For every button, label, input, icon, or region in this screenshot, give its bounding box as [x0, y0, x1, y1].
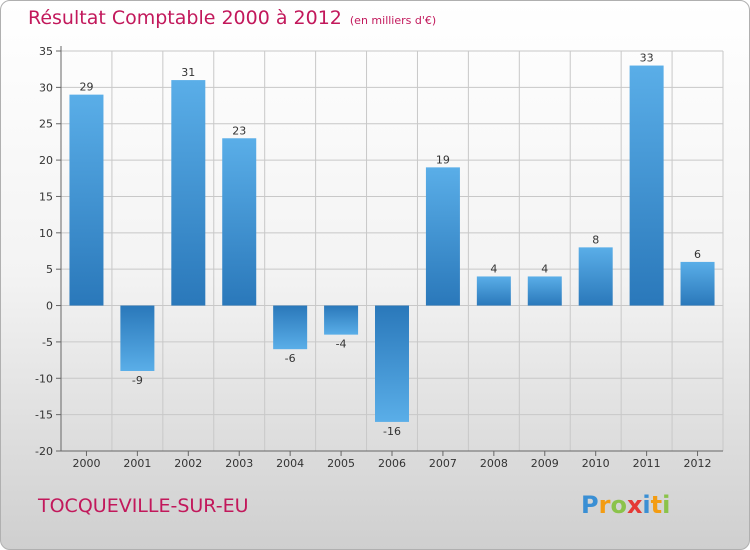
x-tick-label: 2010	[582, 457, 610, 470]
bar-2008[interactable]	[476, 276, 511, 306]
data-label-2008: 4	[490, 262, 497, 275]
data-label-2004: -6	[285, 352, 296, 365]
x-tick-label: 2006	[378, 457, 406, 470]
y-tick-label: 5	[46, 263, 53, 276]
x-tick-label: 2002	[174, 457, 202, 470]
logo-letter: o	[610, 491, 627, 519]
x-tick-label: 2009	[531, 457, 559, 470]
logo-letter: t	[650, 491, 663, 519]
y-tick-label: -5	[42, 336, 53, 349]
data-label-2002: 31	[181, 66, 195, 79]
logo-letter: i	[642, 491, 651, 519]
bar-2004[interactable]	[273, 305, 308, 350]
x-tick-label: 2004	[276, 457, 304, 470]
bar-2000[interactable]	[69, 94, 104, 306]
bar-2007[interactable]	[425, 167, 460, 306]
city-name: TOCQUEVILLE-SUR-EU	[38, 495, 249, 517]
chart-title-text: Résultat Comptable 2000 à 2012	[28, 7, 342, 29]
y-tick-label: 30	[39, 81, 53, 94]
bar-2002[interactable]	[171, 80, 206, 306]
y-tick-label: -10	[35, 372, 53, 385]
bar-2006[interactable]	[375, 305, 409, 422]
x-tick-label: 2005	[327, 457, 355, 470]
bar-2009[interactable]	[527, 276, 562, 306]
y-tick-label: -20	[35, 445, 53, 458]
logo-letter: P	[581, 491, 599, 519]
chart-subtitle: (en milliers d'€)	[349, 14, 437, 27]
logo-letter: r	[598, 491, 611, 519]
logo-letter: i	[662, 491, 671, 519]
data-label-2001: -9	[132, 374, 143, 387]
bar-2012[interactable]	[680, 261, 715, 306]
x-tick-label: 2012	[684, 457, 712, 470]
y-tick-label: 20	[39, 154, 53, 167]
y-tick-label: 0	[46, 300, 53, 313]
y-tick-label: 25	[39, 118, 53, 131]
y-tick-label: 35	[39, 45, 53, 58]
data-label-2005: -4	[336, 338, 347, 351]
x-tick-label: 2007	[429, 457, 457, 470]
x-tick-label: 2011	[633, 457, 661, 470]
data-label-2012: 6	[694, 248, 701, 261]
logo-letter: x	[626, 491, 643, 519]
data-label-2000: 29	[79, 81, 93, 94]
y-tick-label: 10	[39, 227, 53, 240]
y-tick-label: 15	[39, 190, 53, 203]
bar-2003[interactable]	[222, 138, 257, 306]
x-tick-label: 2008	[480, 457, 508, 470]
x-tick-label: 2001	[123, 457, 151, 470]
data-label-2006: -16	[383, 425, 401, 438]
bar-2010[interactable]	[578, 247, 613, 306]
bar-2001[interactable]	[120, 305, 155, 371]
bar-2005[interactable]	[324, 305, 359, 335]
data-label-2011: 33	[640, 52, 654, 65]
x-tick-label: 2003	[225, 457, 253, 470]
axes: 35 30 25 20 15 10 5 0 -5 -10 -15 -20 2000 2001 2002 200…	[35, 45, 723, 470]
data-label-2003: 23	[232, 124, 246, 137]
data-labels: 29 -9 31 23 -6 -4 -16 19 4 4 8 33 6	[79, 52, 701, 438]
chart-title: Résultat Comptable 2000 à 2012 (en millie…	[28, 7, 436, 29]
y-tick-label: -15	[35, 409, 53, 422]
data-label-2007: 19	[436, 153, 450, 166]
proxiti-logo[interactable]: Proxiti	[581, 491, 670, 519]
bars	[69, 65, 715, 422]
data-label-2009: 4	[541, 262, 548, 275]
x-tick-label: 2000	[72, 457, 100, 470]
bar-2011[interactable]	[629, 65, 664, 306]
data-label-2010: 8	[592, 233, 599, 246]
